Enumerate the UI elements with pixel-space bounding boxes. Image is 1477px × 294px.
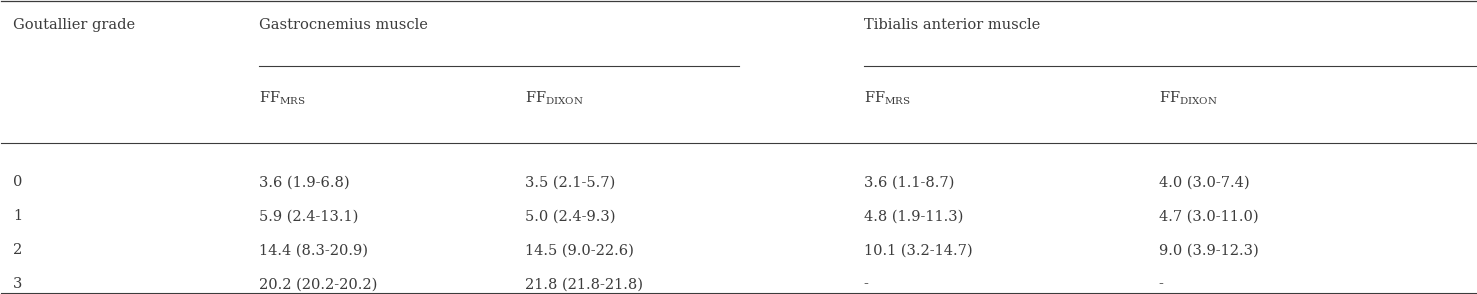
- Text: 2: 2: [13, 243, 22, 257]
- Text: 1: 1: [13, 209, 22, 223]
- Text: 20.2 (20.2-20.2): 20.2 (20.2-20.2): [260, 277, 378, 291]
- Text: 4.0 (3.0-7.4): 4.0 (3.0-7.4): [1158, 175, 1250, 189]
- Text: 3.6 (1.1-8.7): 3.6 (1.1-8.7): [864, 175, 954, 189]
- Text: -: -: [1158, 277, 1164, 291]
- Text: 10.1 (3.2-14.7): 10.1 (3.2-14.7): [864, 243, 972, 257]
- Text: $\mathregular{FF}_{\mathregular{DIXON}}$: $\mathregular{FF}_{\mathregular{DIXON}}$: [1158, 89, 1217, 107]
- Text: 0: 0: [13, 175, 22, 189]
- Text: 4.8 (1.9-11.3): 4.8 (1.9-11.3): [864, 209, 963, 223]
- Text: $\mathregular{FF}_{\mathregular{DIXON}}$: $\mathregular{FF}_{\mathregular{DIXON}}$: [524, 89, 583, 107]
- Text: 3.6 (1.9-6.8): 3.6 (1.9-6.8): [260, 175, 350, 189]
- Text: Goutallier grade: Goutallier grade: [13, 18, 136, 32]
- Text: 3.5 (2.1-5.7): 3.5 (2.1-5.7): [524, 175, 614, 189]
- Text: 3: 3: [13, 277, 22, 291]
- Text: Tibialis anterior muscle: Tibialis anterior muscle: [864, 18, 1040, 32]
- Text: Gastrocnemius muscle: Gastrocnemius muscle: [260, 18, 428, 32]
- Text: -: -: [864, 277, 868, 291]
- Text: 14.4 (8.3-20.9): 14.4 (8.3-20.9): [260, 243, 368, 257]
- Text: 5.9 (2.4-13.1): 5.9 (2.4-13.1): [260, 209, 359, 223]
- Text: 21.8 (21.8-21.8): 21.8 (21.8-21.8): [524, 277, 642, 291]
- Text: $\mathregular{FF}_{\mathregular{MRS}}$: $\mathregular{FF}_{\mathregular{MRS}}$: [260, 89, 306, 107]
- Text: $\mathregular{FF}_{\mathregular{MRS}}$: $\mathregular{FF}_{\mathregular{MRS}}$: [864, 89, 911, 107]
- Text: 5.0 (2.4-9.3): 5.0 (2.4-9.3): [524, 209, 616, 223]
- Text: 4.7 (3.0-11.0): 4.7 (3.0-11.0): [1158, 209, 1258, 223]
- Text: 14.5 (9.0-22.6): 14.5 (9.0-22.6): [524, 243, 634, 257]
- Text: 9.0 (3.9-12.3): 9.0 (3.9-12.3): [1158, 243, 1258, 257]
